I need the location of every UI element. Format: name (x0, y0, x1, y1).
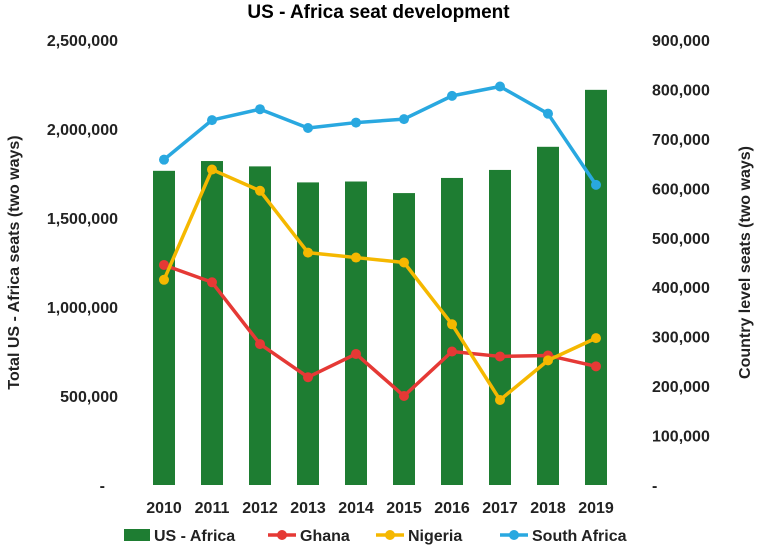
x-tick-label: 2017 (482, 500, 518, 517)
right-tick-label: 400,000 (652, 280, 710, 297)
x-tick-label: 2015 (386, 500, 422, 517)
left-tick-label: 1,000,000 (47, 300, 118, 317)
point-nigeria-2019 (591, 333, 601, 344)
right-tick-label: 300,000 (652, 330, 710, 347)
point-ghana-2012 (255, 339, 265, 350)
point-ghana-2016 (447, 346, 457, 357)
x-tick-label: 2014 (338, 500, 374, 517)
x-tick-label: 2018 (530, 500, 566, 517)
lines-layer (159, 81, 601, 405)
point-ghana-2015 (399, 391, 409, 401)
axes-layer: - 500,000 1,000,000 1,500,000 2,000,000 2,500… (6, 33, 754, 517)
bar-2019 (585, 89, 607, 485)
x-tick-label: 2010 (146, 500, 182, 517)
point-ghana-2017 (495, 351, 505, 362)
point-nigeria-2014 (351, 252, 361, 263)
right-axis-title: Country level seats (two ways) (737, 146, 754, 379)
bar-2014 (345, 181, 367, 485)
line-nigeria (162, 167, 598, 402)
line-ghana (162, 263, 598, 398)
point-ghana-2011 (207, 277, 217, 288)
legend-label-nigeria: Nigeria (408, 528, 462, 545)
x-tick-label: 2012 (242, 500, 278, 517)
right-tick-label: 700,000 (652, 132, 710, 149)
right-tick-label: 600,000 (652, 181, 710, 198)
left-tick-label: 500,000 (60, 389, 118, 406)
point-south-africa-2016 (447, 90, 457, 101)
legend-label-ghana: Ghana (300, 528, 350, 545)
right-tick-label: 200,000 (652, 379, 710, 396)
line-south-africa (162, 84, 598, 187)
left-tick-label: 2,500,000 (47, 33, 118, 50)
chart-title: US - Africa seat development (247, 2, 510, 23)
point-south-africa-2010 (159, 154, 169, 165)
bar-2016 (441, 177, 463, 485)
legend-marker-south-africa (509, 530, 519, 540)
point-nigeria-2012 (255, 185, 265, 196)
point-ghana-2010 (159, 259, 169, 270)
legend-marker-nigeria (385, 530, 395, 540)
point-south-africa-2014 (351, 117, 361, 128)
bar-2015 (393, 193, 415, 485)
point-nigeria-2013 (303, 247, 313, 258)
bar-2013 (297, 182, 319, 485)
right-tick-label: - (652, 478, 657, 495)
bar-2017 (489, 169, 511, 485)
x-tick-label: 2019 (578, 500, 614, 517)
point-ghana-2014 (351, 348, 361, 359)
left-axis-title: Total US - Africa seats (two ways) (6, 135, 23, 389)
point-nigeria-2016 (447, 319, 457, 330)
left-tick-label: 1,500,000 (47, 211, 118, 228)
x-tick-label: 2013 (290, 500, 326, 517)
point-nigeria-2018 (543, 355, 553, 366)
legend-marker-ghana (277, 530, 287, 540)
point-south-africa-2017 (495, 81, 505, 92)
bars-layer (153, 89, 607, 486)
bar-2012 (249, 166, 271, 485)
point-south-africa-2019 (591, 179, 601, 190)
point-ghana-2019 (591, 361, 601, 372)
point-south-africa-2011 (207, 115, 217, 126)
point-nigeria-2010 (159, 274, 169, 285)
bar-2018 (537, 146, 559, 486)
legend: US - Africa Ghana Nigeria South Africa (124, 528, 627, 545)
left-tick-label: 2,000,000 (47, 122, 118, 139)
point-south-africa-2015 (399, 114, 409, 125)
x-tick-label: 2011 (195, 500, 230, 517)
legend-label-us---africa: US - Africa (154, 528, 235, 545)
bar-2010 (153, 170, 175, 485)
x-tick-label: 2016 (434, 500, 470, 517)
point-south-africa-2012 (255, 104, 265, 115)
right-tick-label: 800,000 (652, 82, 710, 99)
point-nigeria-2011 (207, 164, 217, 175)
point-south-africa-2013 (303, 123, 313, 134)
right-tick-label: 500,000 (652, 231, 710, 248)
point-nigeria-2017 (495, 394, 505, 405)
point-nigeria-2015 (399, 257, 409, 268)
bar-2011 (201, 161, 223, 486)
legend-swatch-us---africa (124, 529, 150, 541)
point-south-africa-2018 (543, 108, 553, 119)
right-tick-label: 100,000 (652, 429, 710, 446)
point-ghana-2013 (303, 372, 313, 383)
legend-label-south-africa: South Africa (532, 528, 627, 545)
right-tick-label: 900,000 (652, 33, 710, 50)
left-tick-label: - (100, 478, 105, 495)
